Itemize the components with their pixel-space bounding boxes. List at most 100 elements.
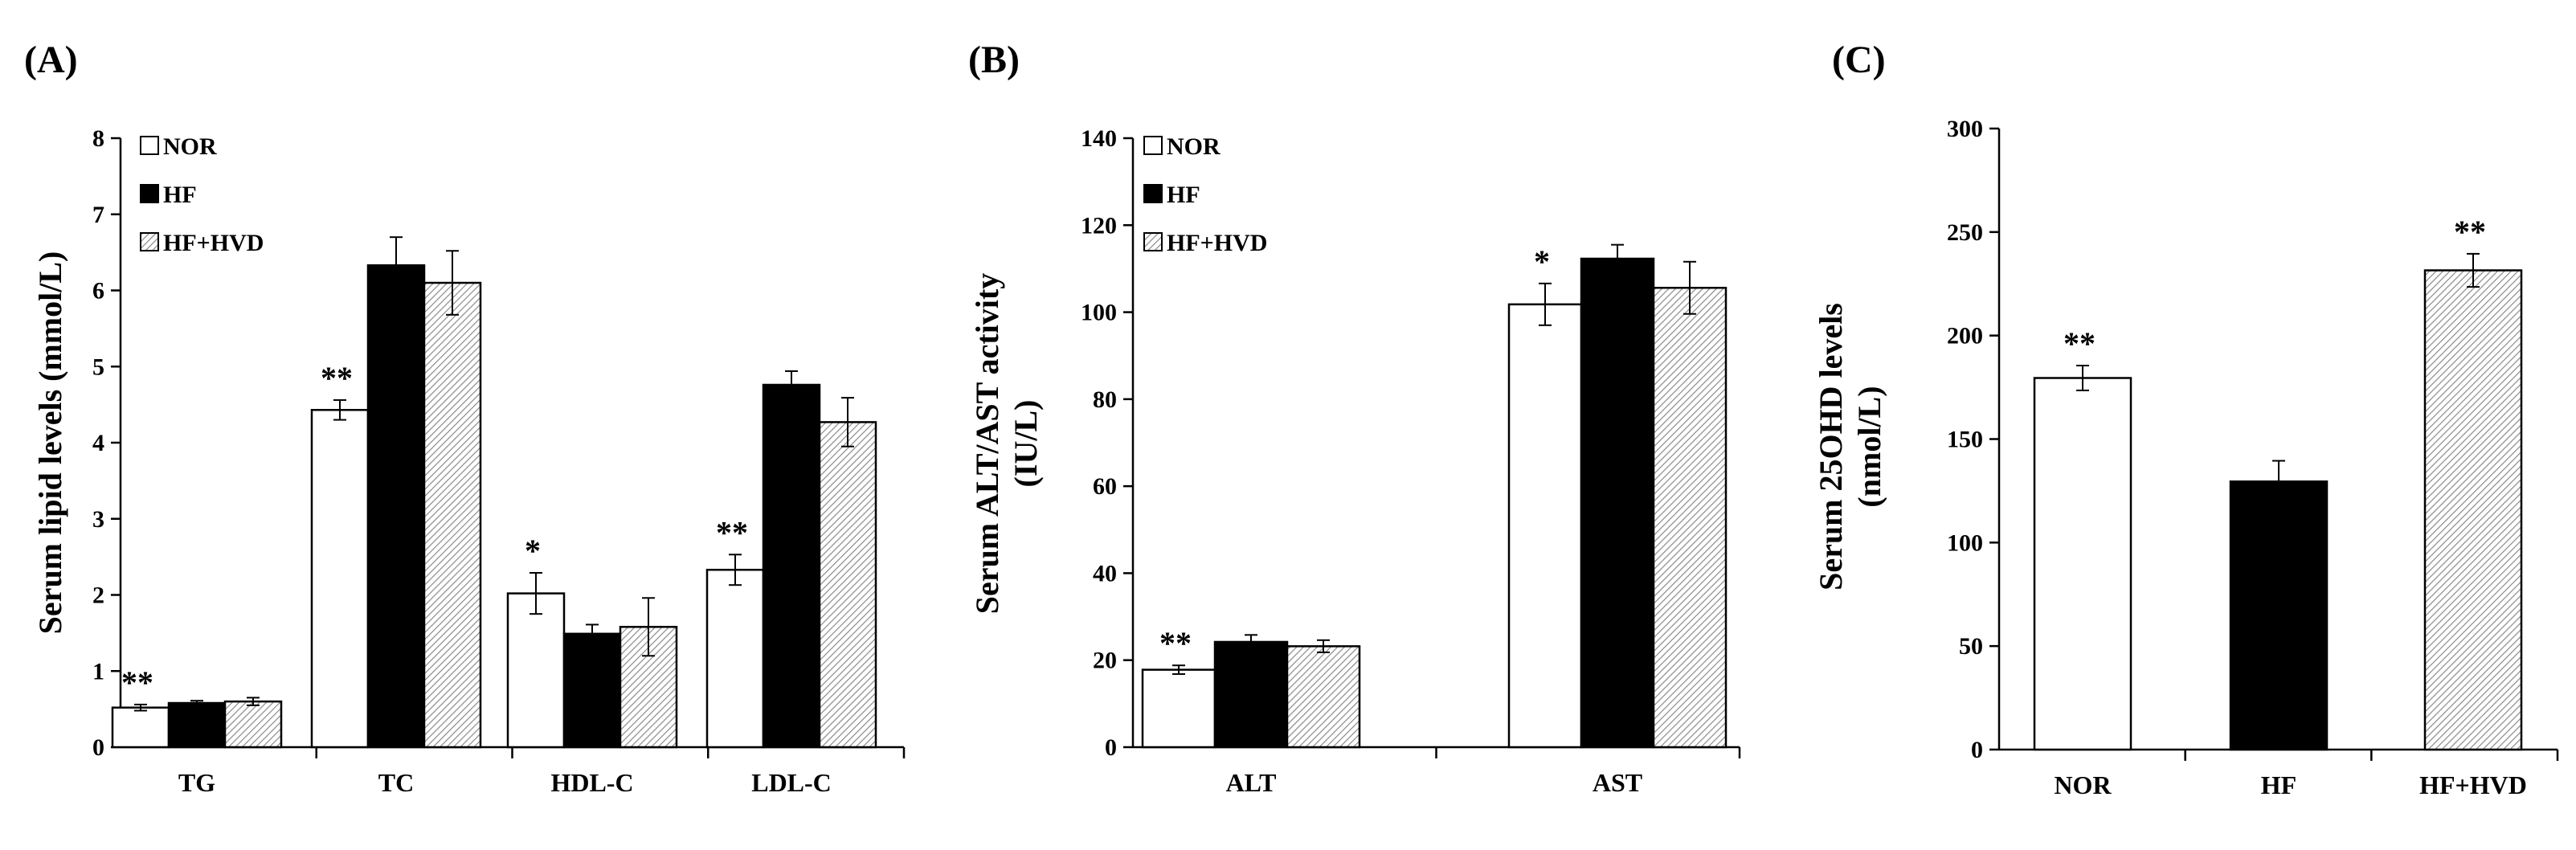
error-bar bbox=[1172, 664, 1185, 676]
legend-swatch bbox=[140, 184, 159, 203]
bar-HF-HDL-C bbox=[562, 632, 622, 749]
legend-label: HF+HVD bbox=[163, 230, 264, 256]
significance-marker: ** bbox=[716, 514, 748, 550]
bar-HF-TC bbox=[366, 264, 426, 749]
y-tick-label: 300 bbox=[1947, 116, 1983, 142]
y-tick-label: 0 bbox=[1971, 737, 1983, 763]
chart-panel-2: (C) 0 50 100 150 200 250 300 Serum 25OHD levels(… bbox=[1813, 39, 2559, 799]
error-bar bbox=[390, 236, 403, 295]
y-axis-title: Serum ALT/AST activity(IU/L) bbox=[969, 273, 1044, 615]
error-bar bbox=[2467, 252, 2480, 288]
x-category-label: TG bbox=[178, 768, 215, 797]
bar-HF+HVD-AST bbox=[1652, 287, 1728, 749]
y-axis-title: Serum lipid levels (mmol/L) bbox=[32, 251, 68, 635]
legend-label: HF+HVD bbox=[1167, 230, 1267, 256]
error-bar bbox=[642, 597, 655, 657]
error-bar bbox=[333, 398, 346, 421]
legend: NOR HF HF+HVD bbox=[1143, 133, 1267, 256]
legend-swatch bbox=[140, 136, 159, 155]
error-bar bbox=[190, 700, 203, 706]
bar-NOR-AST bbox=[1507, 303, 1583, 749]
y-tick-label: 140 bbox=[1081, 125, 1117, 152]
error-bar bbox=[446, 250, 459, 316]
bar-NOR-TC bbox=[310, 409, 370, 749]
x-category-label: HDL-C bbox=[550, 768, 633, 797]
error-bar bbox=[2076, 365, 2089, 391]
error-bar bbox=[530, 572, 542, 615]
y-tick-label: 60 bbox=[1093, 473, 1117, 500]
y-tick-label: 3 bbox=[92, 506, 104, 533]
significance-marker: ** bbox=[2454, 214, 2486, 250]
chart-panel-1: (B) 0 20 40 60 80 100 120 140 Serum ALT/AST activ… bbox=[968, 39, 1741, 797]
bar-NOR-TG bbox=[111, 706, 170, 749]
legend: NOR HF HF+HVD bbox=[140, 133, 264, 256]
significance-marker: ** bbox=[321, 360, 353, 396]
legend-swatch bbox=[1143, 232, 1163, 251]
x-category-label: HF bbox=[2261, 770, 2296, 799]
error-bar bbox=[586, 623, 599, 644]
significance-marker: ** bbox=[2063, 325, 2096, 362]
y-tick-label: 50 bbox=[1959, 633, 1983, 660]
legend-swatch bbox=[1143, 184, 1163, 203]
panel-label: (A) bbox=[24, 39, 78, 81]
y-tick-label: 100 bbox=[1081, 300, 1117, 326]
bar-HF-LDL-C bbox=[762, 383, 821, 749]
significance-marker: ** bbox=[121, 664, 153, 701]
bar-HF+HVD-LDL-C bbox=[818, 421, 877, 749]
error-bar bbox=[1245, 634, 1257, 650]
bar-HF-AST bbox=[1580, 257, 1655, 749]
bar-HF+HVD-ALT bbox=[1286, 645, 1361, 749]
y-tick-label: 150 bbox=[1947, 427, 1983, 453]
error-bar bbox=[729, 554, 742, 586]
error-bar bbox=[2272, 460, 2285, 504]
y-tick-label: 0 bbox=[1105, 734, 1117, 761]
error-bar bbox=[1317, 639, 1330, 653]
bar-HF+HVD bbox=[2423, 269, 2523, 751]
error-bar bbox=[785, 370, 798, 400]
significance-marker: * bbox=[525, 533, 541, 569]
y-tick-label: 120 bbox=[1081, 212, 1117, 239]
error-bar bbox=[247, 697, 260, 706]
x-category-label: NOR bbox=[2054, 770, 2112, 799]
bar-HF+HVD-TC bbox=[423, 281, 482, 749]
legend-swatch bbox=[140, 232, 159, 251]
x-category-label: AST bbox=[1593, 768, 1642, 797]
panel-label: (B) bbox=[968, 39, 1020, 81]
legend-label: HF bbox=[1167, 182, 1200, 208]
y-tick-label: 80 bbox=[1093, 386, 1117, 413]
bar-NOR bbox=[2033, 377, 2132, 751]
chart-panel-0: (A) 0 1 2 3 4 5 6 7 8 Serum lipid levels (mmol/L) *… bbox=[24, 39, 906, 797]
error-bar bbox=[841, 397, 854, 447]
y-tick-label: 4 bbox=[92, 430, 104, 456]
y-tick-label: 200 bbox=[1947, 323, 1983, 349]
error-bar bbox=[1539, 282, 1552, 326]
y-tick-label: 5 bbox=[92, 353, 104, 380]
y-tick-label: 1 bbox=[92, 658, 104, 684]
y-tick-label: 40 bbox=[1093, 560, 1117, 586]
bar-NOR-HDL-C bbox=[506, 592, 566, 749]
error-bar bbox=[134, 703, 147, 712]
y-tick-label: 7 bbox=[92, 202, 104, 228]
legend-swatch bbox=[1143, 136, 1163, 155]
significance-marker: ** bbox=[1159, 625, 1192, 661]
y-tick-label: 0 bbox=[92, 734, 104, 761]
x-category-label: ALT bbox=[1226, 768, 1277, 797]
y-tick-label: 2 bbox=[92, 582, 104, 609]
significance-marker: * bbox=[1534, 243, 1550, 280]
legend-label: HF bbox=[163, 182, 197, 208]
bar-HF bbox=[2229, 480, 2329, 751]
bar-NOR-ALT bbox=[1141, 668, 1216, 749]
x-category-label: LDL-C bbox=[751, 768, 832, 797]
x-category-label: HF+HVD bbox=[2419, 770, 2527, 799]
bar-HF-ALT bbox=[1213, 640, 1289, 749]
legend-label: NOR bbox=[1167, 133, 1221, 160]
y-tick-label: 6 bbox=[92, 278, 104, 304]
bar-NOR-LDL-C bbox=[705, 568, 765, 749]
y-axis-title: Serum 25OHD levels(nmol/L) bbox=[1813, 303, 1887, 591]
y-tick-label: 100 bbox=[1947, 529, 1983, 556]
bar-HF-TG bbox=[167, 701, 227, 749]
bar-HF+HVD-TG bbox=[223, 700, 283, 749]
y-tick-label: 250 bbox=[1947, 219, 1983, 246]
x-category-label: TC bbox=[378, 768, 414, 797]
